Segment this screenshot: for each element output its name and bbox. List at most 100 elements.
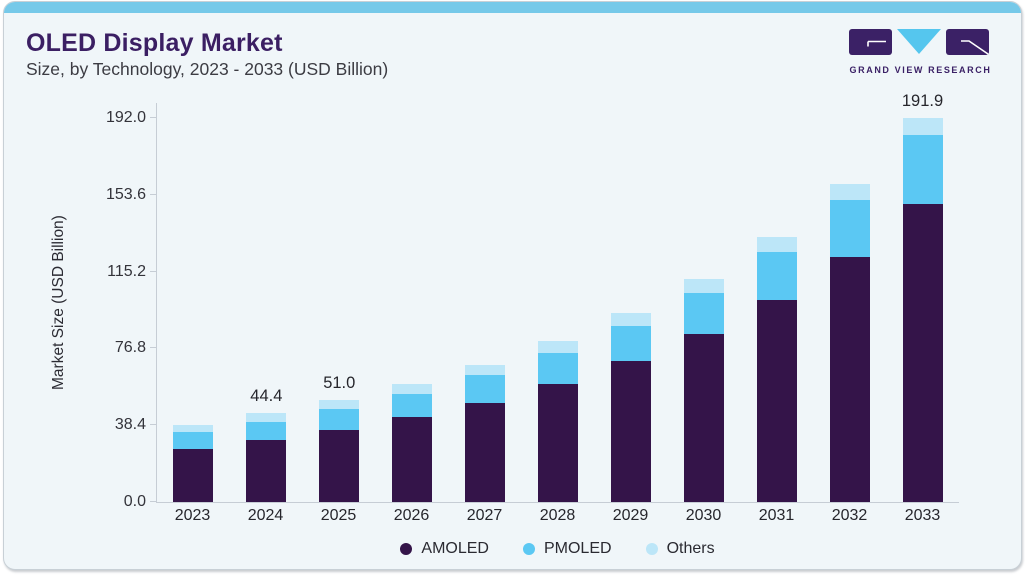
- bar-segment-pmoled-2029: [610, 326, 651, 361]
- logo-v-icon: [897, 29, 941, 54]
- bar-stack-2026: [392, 383, 433, 502]
- chart-card: OLED Display Market Size, by Technology,…: [3, 1, 1022, 570]
- bar-segment-others-2026: [392, 383, 433, 394]
- bar-segment-others-2025: [319, 400, 360, 410]
- bar-group-2030: [667, 103, 740, 502]
- x-tick-label-2033: 2033: [904, 507, 941, 524]
- bar-segment-others-2032: [829, 183, 870, 200]
- bar-segment-pmoled-2024: [246, 421, 287, 440]
- bar-segment-others-2031: [756, 237, 797, 252]
- x-tick-label-2030: 2030: [685, 507, 722, 524]
- legend-item-pmoled: PMOLED: [522, 540, 612, 558]
- bar-stack-2030: [683, 279, 724, 502]
- legend-label: Others: [666, 540, 715, 557]
- bar-group-2023: [157, 103, 230, 502]
- y-tick-mark: [150, 193, 156, 195]
- bar-group-2033: 191.9: [886, 92, 959, 502]
- page-title: OLED Display Market: [26, 29, 283, 57]
- bar-segment-amoled-2025: [319, 430, 360, 502]
- bar-group-2028: [522, 103, 595, 502]
- x-tick-label-2026: 2026: [393, 507, 430, 524]
- logo-g-glyph: [867, 40, 886, 47]
- x-tick-label-2031: 2031: [758, 507, 795, 524]
- bar-total-label-2033: 191.9: [901, 92, 944, 111]
- y-tick-mark: [150, 270, 156, 272]
- bar-segment-others-2023: [173, 424, 214, 433]
- x-tick-label-2025: 2025: [320, 507, 357, 524]
- bar-segment-amoled-2031: [756, 300, 797, 502]
- bar-segment-others-2033: [902, 118, 943, 136]
- bar-stack-2031: [756, 237, 797, 502]
- x-tick-label-2027: 2027: [466, 507, 503, 524]
- bar-segment-pmoled-2033: [902, 135, 943, 205]
- bar-stack-2032: [829, 183, 870, 502]
- y-tick-label: 192.0: [105, 109, 146, 126]
- bar-segment-others-2024: [246, 413, 287, 422]
- x-tick-label-2029: 2029: [612, 507, 649, 524]
- bar-segment-pmoled-2023: [173, 432, 214, 449]
- bar-stack-2033: [902, 118, 943, 502]
- gvr-logo-text: GRAND VIEW RESEARCH: [849, 65, 992, 75]
- bar-stack-2027: [465, 365, 506, 502]
- bar-segment-amoled-2027: [465, 402, 506, 502]
- x-tick-label-2024: 2024: [247, 507, 284, 524]
- bar-segment-pmoled-2028: [537, 352, 578, 384]
- legend-dot-icon: [522, 543, 535, 555]
- x-tick-label-2023: 2023: [174, 507, 211, 524]
- y-tick-mark: [150, 117, 156, 118]
- bar-segment-amoled-2028: [537, 384, 578, 502]
- bar-total-label-2024: 44.4: [250, 387, 283, 406]
- y-tick-label: 0.0: [123, 493, 146, 510]
- logo-r-block: [946, 29, 989, 55]
- gvr-logo-icon: [849, 29, 989, 55]
- bar-stack-2028: [537, 341, 578, 502]
- top-accent-bar: [4, 2, 1021, 13]
- bar-group-2024: 44.4: [230, 103, 303, 502]
- chart-legend: AMOLED PMOLED Others: [156, 540, 959, 558]
- bar-segment-others-2030: [683, 279, 724, 294]
- bar-group-2031: [740, 103, 813, 502]
- bar-total-label-2025: 51.0: [323, 374, 356, 393]
- bar-segment-amoled-2026: [392, 417, 433, 502]
- bars-row: 44.4 51.0 191.9: [157, 92, 959, 502]
- legend-label: PMOLED: [543, 540, 612, 557]
- bar-segment-amoled-2029: [610, 361, 651, 502]
- y-tick-label: 153.6: [105, 185, 146, 203]
- gvr-logo: GRAND VIEW RESEARCH: [848, 28, 993, 75]
- bar-group-2025: 51.0: [303, 103, 376, 502]
- y-axis-title: Market Size (USD Billion): [50, 215, 67, 391]
- y-tick-label: 115.2: [107, 262, 146, 280]
- bar-group-2029: [594, 103, 667, 502]
- bar-stack-2023: [173, 424, 214, 502]
- bar-segment-others-2028: [537, 341, 578, 353]
- bar-segment-amoled-2024: [246, 439, 287, 502]
- bar-segment-amoled-2032: [829, 256, 870, 502]
- legend-label: AMOLED: [421, 540, 489, 557]
- logo-r-glyph: [961, 40, 989, 55]
- bar-segment-pmoled-2026: [392, 393, 433, 418]
- legend-dot-icon: [645, 543, 658, 555]
- x-tick-label-2028: 2028: [539, 507, 576, 524]
- bar-segment-pmoled-2031: [756, 252, 797, 300]
- legend-item-others: Others: [645, 540, 715, 558]
- bar-segment-amoled-2023: [173, 448, 214, 502]
- bar-segment-pmoled-2027: [465, 375, 506, 403]
- y-tick-mark: [150, 424, 156, 426]
- y-tick-mark: [150, 347, 156, 349]
- bar-segment-pmoled-2032: [829, 199, 870, 257]
- bar-group-2032: [813, 103, 886, 502]
- bar-segment-amoled-2033: [902, 204, 943, 502]
- bar-stack-2025: [319, 400, 360, 502]
- legend-item-amoled: AMOLED: [400, 540, 489, 558]
- plot-area: 44.4 51.0 191.9 0.0 38.4 76.8 115.2 153.6 192.0: [106, 92, 959, 510]
- y-tick-label: 76.8: [114, 339, 146, 357]
- bar-segment-pmoled-2030: [683, 293, 724, 334]
- bar-stack-2029: [610, 313, 651, 502]
- legend-dot-icon: [400, 543, 413, 555]
- bar-group-2027: [449, 103, 522, 502]
- x-axis-labels: 2023 2024 2025 2026 2027 2028 2029 2030 2031 2032…: [156, 507, 959, 525]
- x-tick-label-2032: 2032: [831, 507, 868, 524]
- bar-segment-others-2027: [465, 365, 506, 376]
- bar-segment-others-2029: [610, 313, 651, 326]
- bar-group-2026: [376, 103, 449, 502]
